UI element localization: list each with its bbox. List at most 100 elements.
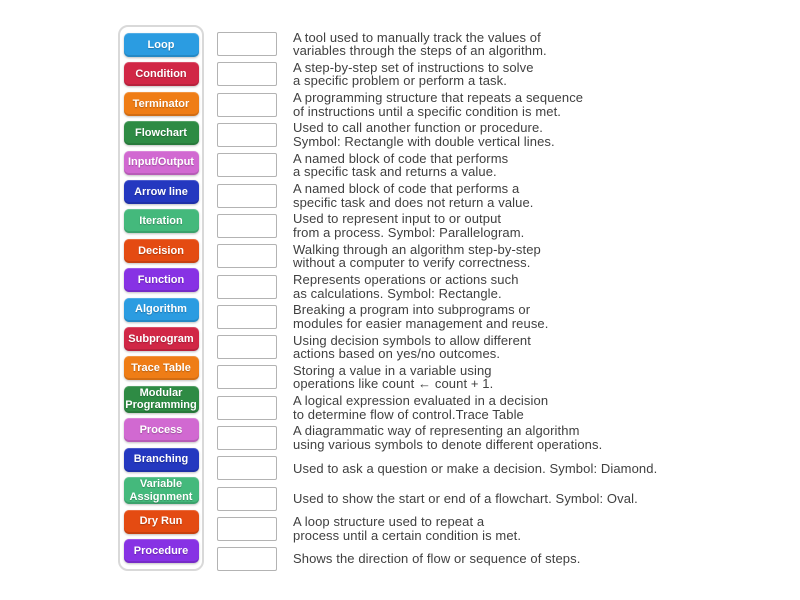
definition-text: A logical expression evaluated in a deci… <box>293 394 548 421</box>
match-row: Using decision symbols to allow differen… <box>217 332 782 362</box>
drop-target[interactable] <box>217 62 277 87</box>
drop-target[interactable] <box>217 365 277 390</box>
drop-target[interactable] <box>217 244 277 269</box>
term-button-flowchart[interactable]: Flowchart <box>123 121 199 146</box>
definition-line: A tool used to manually track the values… <box>293 29 541 45</box>
definition-line: A named block of code that performs <box>293 150 509 166</box>
definition-text: A named block of code that performs a spe… <box>293 152 508 179</box>
drop-target[interactable] <box>217 213 277 238</box>
drop-target[interactable] <box>217 547 277 572</box>
definition-line: actions based on yes/no outcomes. <box>293 346 501 362</box>
match-row: Represents operations or actions such as … <box>217 271 782 301</box>
definition-line: Used to represent input to or output <box>293 211 502 227</box>
definition-line: as calculations. Symbol: Rectangle. <box>293 285 502 301</box>
drop-target[interactable] <box>217 395 277 420</box>
match-row: A step-by-step set of instructions to so… <box>217 59 782 89</box>
term-button-terminator[interactable]: Terminator <box>123 91 199 116</box>
term-button-function[interactable]: Function <box>123 268 199 293</box>
definition-line: using various symbols to denote differen… <box>293 437 603 452</box>
definition-text: A named block of code that performs a spe… <box>293 182 534 209</box>
definition-line: process until a certain condition is met… <box>293 527 522 543</box>
match-row: A named block of code that performs a spe… <box>217 180 782 210</box>
term-button-subprogram[interactable]: Subprogram <box>123 327 199 352</box>
drop-target[interactable] <box>217 183 277 208</box>
definition-line: Used to ask a question or make a decisio… <box>293 460 658 476</box>
term-button-trace-table[interactable]: Trace Table <box>123 356 199 381</box>
definition-line: operations like count ← count + 1. <box>293 376 494 392</box>
definition-text: Storing a value in a variable using opera… <box>293 364 493 391</box>
drop-target[interactable] <box>217 486 277 511</box>
term-button-process[interactable]: Process <box>123 418 199 443</box>
definition-line: Storing a value in a variable using <box>293 362 492 378</box>
drop-target[interactable] <box>217 92 277 117</box>
drop-target[interactable] <box>217 516 277 541</box>
term-button-loop[interactable]: Loop <box>123 33 199 57</box>
definition-text: Used to ask a question or make a decisio… <box>293 460 658 476</box>
drop-target[interactable] <box>217 274 277 299</box>
match-row: Walking through an algorithm step-by-ste… <box>217 241 782 271</box>
definition-line: A step-by-step set of instructions to so… <box>293 59 534 75</box>
definition-text: A step-by-step set of instructions to so… <box>293 61 534 88</box>
definition-line: A programming structure that repeats a s… <box>293 90 584 106</box>
match-row: Shows the direction of flow or sequence … <box>217 544 782 574</box>
term-button-arrow-line[interactable]: Arrow line <box>123 180 199 205</box>
definition-text: A tool used to manually track the values… <box>293 29 547 59</box>
definition-line: variables through the steps of an algori… <box>293 43 547 59</box>
definition-text: A programming structure that repeats a s… <box>293 91 583 118</box>
drop-target[interactable] <box>217 426 277 450</box>
term-button-branching[interactable]: Branching <box>123 447 199 472</box>
match-row: A loop structure used to repeat a process… <box>217 514 782 544</box>
definition-text: Walking through an algorithm step-by-ste… <box>293 243 541 270</box>
definition-line: to determine flow of control.Trace Table <box>293 406 524 422</box>
definition-text: Used to represent input to or output from… <box>293 212 524 239</box>
match-row: A logical expression evaluated in a deci… <box>217 393 782 423</box>
definition-line: A diagrammatic way of representing an al… <box>293 423 580 439</box>
definition-line: Using decision symbols to allow differen… <box>293 332 531 348</box>
term-button-variable-assignment[interactable]: Variable Assignment <box>123 477 199 505</box>
definition-line: A logical expression evaluated in a deci… <box>293 393 549 409</box>
definition-line: modules for easier management and reuse. <box>293 315 549 331</box>
drop-target[interactable] <box>217 335 277 360</box>
drop-target[interactable] <box>217 456 277 481</box>
term-button-decision[interactable]: Decision <box>123 238 199 263</box>
definition-line: a specific task and returns a value. <box>293 164 497 180</box>
match-row: Storing a value in a variable using opera… <box>217 362 782 392</box>
definition-line: without a computer to verify correctness… <box>293 255 531 271</box>
match-row: Used to show the start or end of a flowc… <box>217 483 782 513</box>
term-button-condition[interactable]: Condition <box>123 62 199 87</box>
term-button-procedure[interactable]: Procedure <box>123 538 199 563</box>
match-row: A named block of code that performs a spe… <box>217 150 782 180</box>
term-button-input-output[interactable]: Input/Output <box>123 150 199 175</box>
terms-panel: Loop Condition Terminator Flowchart Input/Ou… <box>118 25 204 571</box>
drop-target[interactable] <box>217 123 277 148</box>
drop-target[interactable] <box>217 304 277 329</box>
term-button-modular-programming[interactable]: Modular Programming <box>123 385 199 413</box>
definition-text: Breaking a program into subprograms or mo… <box>293 303 548 330</box>
definition-line: of instructions until a specific conditi… <box>293 103 562 119</box>
term-button-algorithm[interactable]: Algorithm <box>123 297 199 322</box>
definition-line: a specific problem or perform a task. <box>293 73 507 89</box>
definition-text: Using decision symbols to allow differen… <box>293 332 531 362</box>
drop-target[interactable] <box>217 32 277 57</box>
definition-line: Symbol: Rectangle with double vertical l… <box>293 134 555 150</box>
definition-line: A named block of code that performs a <box>293 181 520 197</box>
definition-line: A loop structure used to repeat a <box>293 514 485 530</box>
term-button-dry-run[interactable]: Dry Run <box>123 509 199 534</box>
term-button-iteration[interactable]: Iteration <box>123 209 199 234</box>
definition-line: Walking through an algorithm step-by-ste… <box>293 241 541 257</box>
definition-line: from a process. Symbol: Parallelogram. <box>293 224 525 240</box>
match-row: A programming structure that repeats a s… <box>217 90 782 120</box>
match-row: A tool used to manually track the values… <box>217 29 782 59</box>
definition-text: Represents operations or actions such as … <box>293 273 519 300</box>
match-row: Used to represent input to or output from… <box>217 211 782 241</box>
definition-line: Shows the direction of flow or sequence … <box>293 551 581 567</box>
drop-target[interactable] <box>217 153 277 178</box>
definition-text: Used to call another function or procedu… <box>293 121 555 148</box>
definition-text: A loop structure used to repeat a process… <box>293 515 521 542</box>
definition-text: Shows the direction of flow or sequence … <box>293 552 580 566</box>
definition-line: specific task and does not return a valu… <box>293 194 534 210</box>
definition-rows: A tool used to manually track the values… <box>217 29 782 574</box>
match-row: A diagrammatic way of representing an al… <box>217 423 782 453</box>
definition-line: Used to call another function or procedu… <box>293 120 543 136</box>
